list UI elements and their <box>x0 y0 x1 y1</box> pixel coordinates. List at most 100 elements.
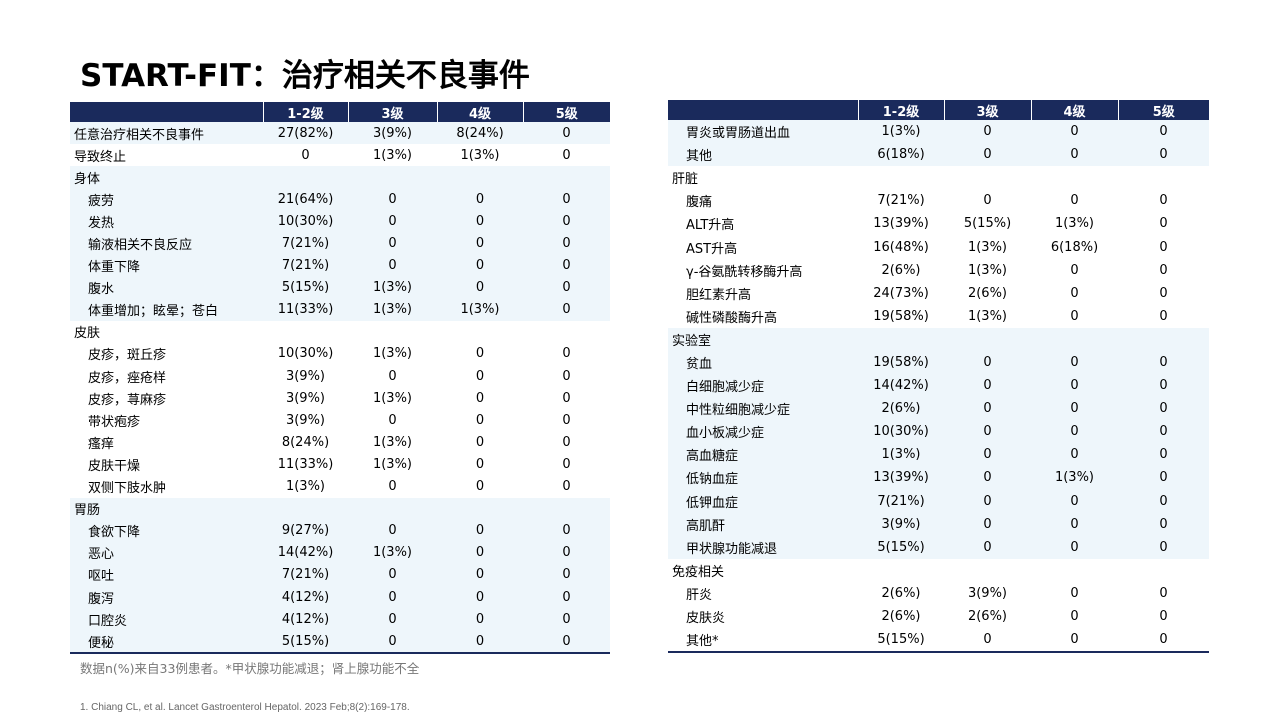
grade-1-2-cell: 10(30%) <box>263 210 348 233</box>
grade-1-2-cell: 11(33%) <box>263 298 348 321</box>
grade-1-2-cell: 5(15%) <box>858 628 944 654</box>
grade-3-cell: 3(9%) <box>348 122 437 145</box>
grade-5-cell: 0 <box>562 434 571 450</box>
table-row: ALT升高 13(39%) 5(15%) 1(3%) 0 <box>668 212 1209 235</box>
ae-label: 其他* <box>668 628 858 654</box>
table-header-row: 1-2级 3级 4级 5级 <box>668 100 1209 120</box>
ae-label: 皮疹，荨麻疹 <box>88 392 167 408</box>
grade-3-cell: 0 <box>348 254 437 277</box>
grade-5-cell: 0 <box>523 210 610 233</box>
grade-1-2-cell: 7(21%) <box>858 489 944 513</box>
grade-5-cell <box>523 166 610 189</box>
grade-3-cell: 0 <box>944 143 1031 167</box>
grade-4-cell: 0 <box>437 563 523 586</box>
grade-3-cell: 1(3%) <box>967 262 1008 278</box>
grade-1-2-cell: 14(42%) <box>858 374 944 398</box>
category-label: 实验室 <box>668 327 858 351</box>
grade-1-2-cell: 21(64%) <box>263 188 348 211</box>
ae-label: 贫血 <box>668 350 858 375</box>
table-row: 双侧下肢水肿 1(3%) 0 0 0 <box>70 476 610 498</box>
footnote: 数据n(%)来自33例患者。*甲状腺功能减退；肾上腺功能不全 <box>80 661 420 676</box>
grade-1-2-cell: 7(21%) <box>263 254 348 277</box>
grade-5-cell: 0 <box>523 608 610 631</box>
grade-5-cell: 0 <box>562 368 571 384</box>
table-row: 体重下降 7(21%) 0 0 0 <box>70 254 610 277</box>
grade-4-cell: 0 <box>437 585 523 609</box>
grade-5-cell: 0 <box>562 390 571 406</box>
grade-5-cell <box>1118 166 1209 189</box>
grade-4-cell: 1(3%) <box>437 298 523 321</box>
grade-5-cell: 0 <box>523 585 610 609</box>
grade-3-cell: 0 <box>348 210 437 233</box>
table-row: 高肌酐 3(9%) 0 0 0 <box>668 512 1209 536</box>
grade-3-cell: 0 <box>944 350 1031 375</box>
grade-1-2-cell: 2(6%) <box>881 262 921 278</box>
category-label: 免疫相关 <box>672 564 725 580</box>
grade-3-cell: 0 <box>348 232 437 255</box>
ae-label: ALT升高 <box>686 218 735 234</box>
category-label: 导致终止 <box>74 149 127 165</box>
category-label: 胃肠 <box>70 497 263 520</box>
grade-5-cell: 0 <box>562 479 571 495</box>
grade-5-cell: 0 <box>523 298 610 321</box>
grade-3-cell: 2(6%) <box>967 285 1008 301</box>
table-row: 低钾血症 7(21%) 0 0 0 <box>668 489 1209 513</box>
grade-5-cell: 0 <box>523 563 610 586</box>
grade-1-2-cell: 14(42%) <box>263 541 348 564</box>
grade-3-cell: 1(3%) <box>967 239 1008 255</box>
grade-1-2-cell <box>858 166 944 189</box>
grade-3-cell: 1(3%) <box>372 147 413 163</box>
ae-label: 低钾血症 <box>668 489 858 513</box>
grade-5-cell: 0 <box>1118 628 1209 654</box>
grade-1-2-cell: 3(9%) <box>285 390 326 406</box>
table-row: 口腔炎 4(12%) 0 0 0 <box>70 608 610 631</box>
grade-1-2-cell: 6(18%) <box>858 143 944 167</box>
slide-title: START-FIT：治疗相关不良事件 <box>80 58 530 94</box>
header-grade-3: 3级 <box>348 102 438 122</box>
category-label: 任意治疗相关不良事件 <box>70 122 263 145</box>
grade-3-cell: 0 <box>348 608 437 631</box>
grade-3-cell: 0 <box>348 563 437 586</box>
grade-5-cell: 0 <box>562 346 571 362</box>
grade-1-2-cell: 3(9%) <box>285 368 326 384</box>
category-row: 身体 <box>70 166 610 189</box>
ae-label: 碱性磷酸酶升高 <box>686 310 778 326</box>
grade-4-cell: 0 <box>437 188 523 211</box>
grade-3-cell <box>944 327 1031 351</box>
table-row: 体重增加；眩晕；苍白 11(33%) 1(3%) 1(3%) 0 <box>70 298 610 321</box>
grade-1-2-cell <box>263 166 348 189</box>
ae-label: 甲状腺功能减退 <box>668 535 858 559</box>
category-label: 皮肤 <box>74 326 101 342</box>
grade-1-2-cell: 2(6%) <box>881 585 921 601</box>
grade-1-2-cell: 0 <box>301 147 310 163</box>
grade-3-cell <box>348 321 437 343</box>
grade-3-cell: 0 <box>983 193 992 209</box>
grade-3-cell: 0 <box>388 368 397 384</box>
category-row: 导致终止 0 1(3%) 1(3%) 0 <box>70 144 610 166</box>
grade-4-cell <box>1031 559 1118 582</box>
grade-1-2-cell: 1(3%) <box>858 120 944 144</box>
grade-4-cell: 0 <box>1031 628 1118 654</box>
table-row: 皮疹，荨麻疹 3(9%) 1(3%) 0 0 <box>70 387 610 409</box>
grade-3-cell: 0 <box>944 466 1031 490</box>
table-row: 肝炎 2(6%) 3(9%) 0 0 <box>668 582 1209 605</box>
table-row: 高血糖症 1(3%) 0 0 0 <box>668 443 1209 467</box>
grade-5-cell: 0 <box>1159 239 1168 255</box>
grade-5-cell: 0 <box>562 412 571 428</box>
grade-3-cell: 0 <box>388 412 397 428</box>
ae-label: 高肌酐 <box>668 512 858 536</box>
category-row: 任意治疗相关不良事件 27(82%) 3(9%) 8(24%) 0 <box>70 122 610 145</box>
ae-label: 皮疹，斑丘疹 <box>88 348 167 364</box>
grade-1-2-cell: 2(6%) <box>858 397 944 421</box>
table-row: 胃炎或胃肠道出血 1(3%) 0 0 0 <box>668 120 1209 144</box>
table-row: 其他 6(18%) 0 0 0 <box>668 143 1209 167</box>
grade-3-cell: 0 <box>944 397 1031 421</box>
table-row: 皮肤炎 2(6%) 2(6%) 0 0 <box>668 605 1209 628</box>
grade-1-2-cell: 5(15%) <box>858 535 944 559</box>
category-row: 免疫相关 <box>668 559 1209 582</box>
grade-1-2-cell: 13(39%) <box>873 216 929 232</box>
grade-3-cell: 0 <box>348 188 437 211</box>
grade-5-cell: 0 <box>523 519 610 542</box>
ae-label: 瘙痒 <box>88 436 115 452</box>
ae-label: 双侧下肢水肿 <box>88 481 167 497</box>
